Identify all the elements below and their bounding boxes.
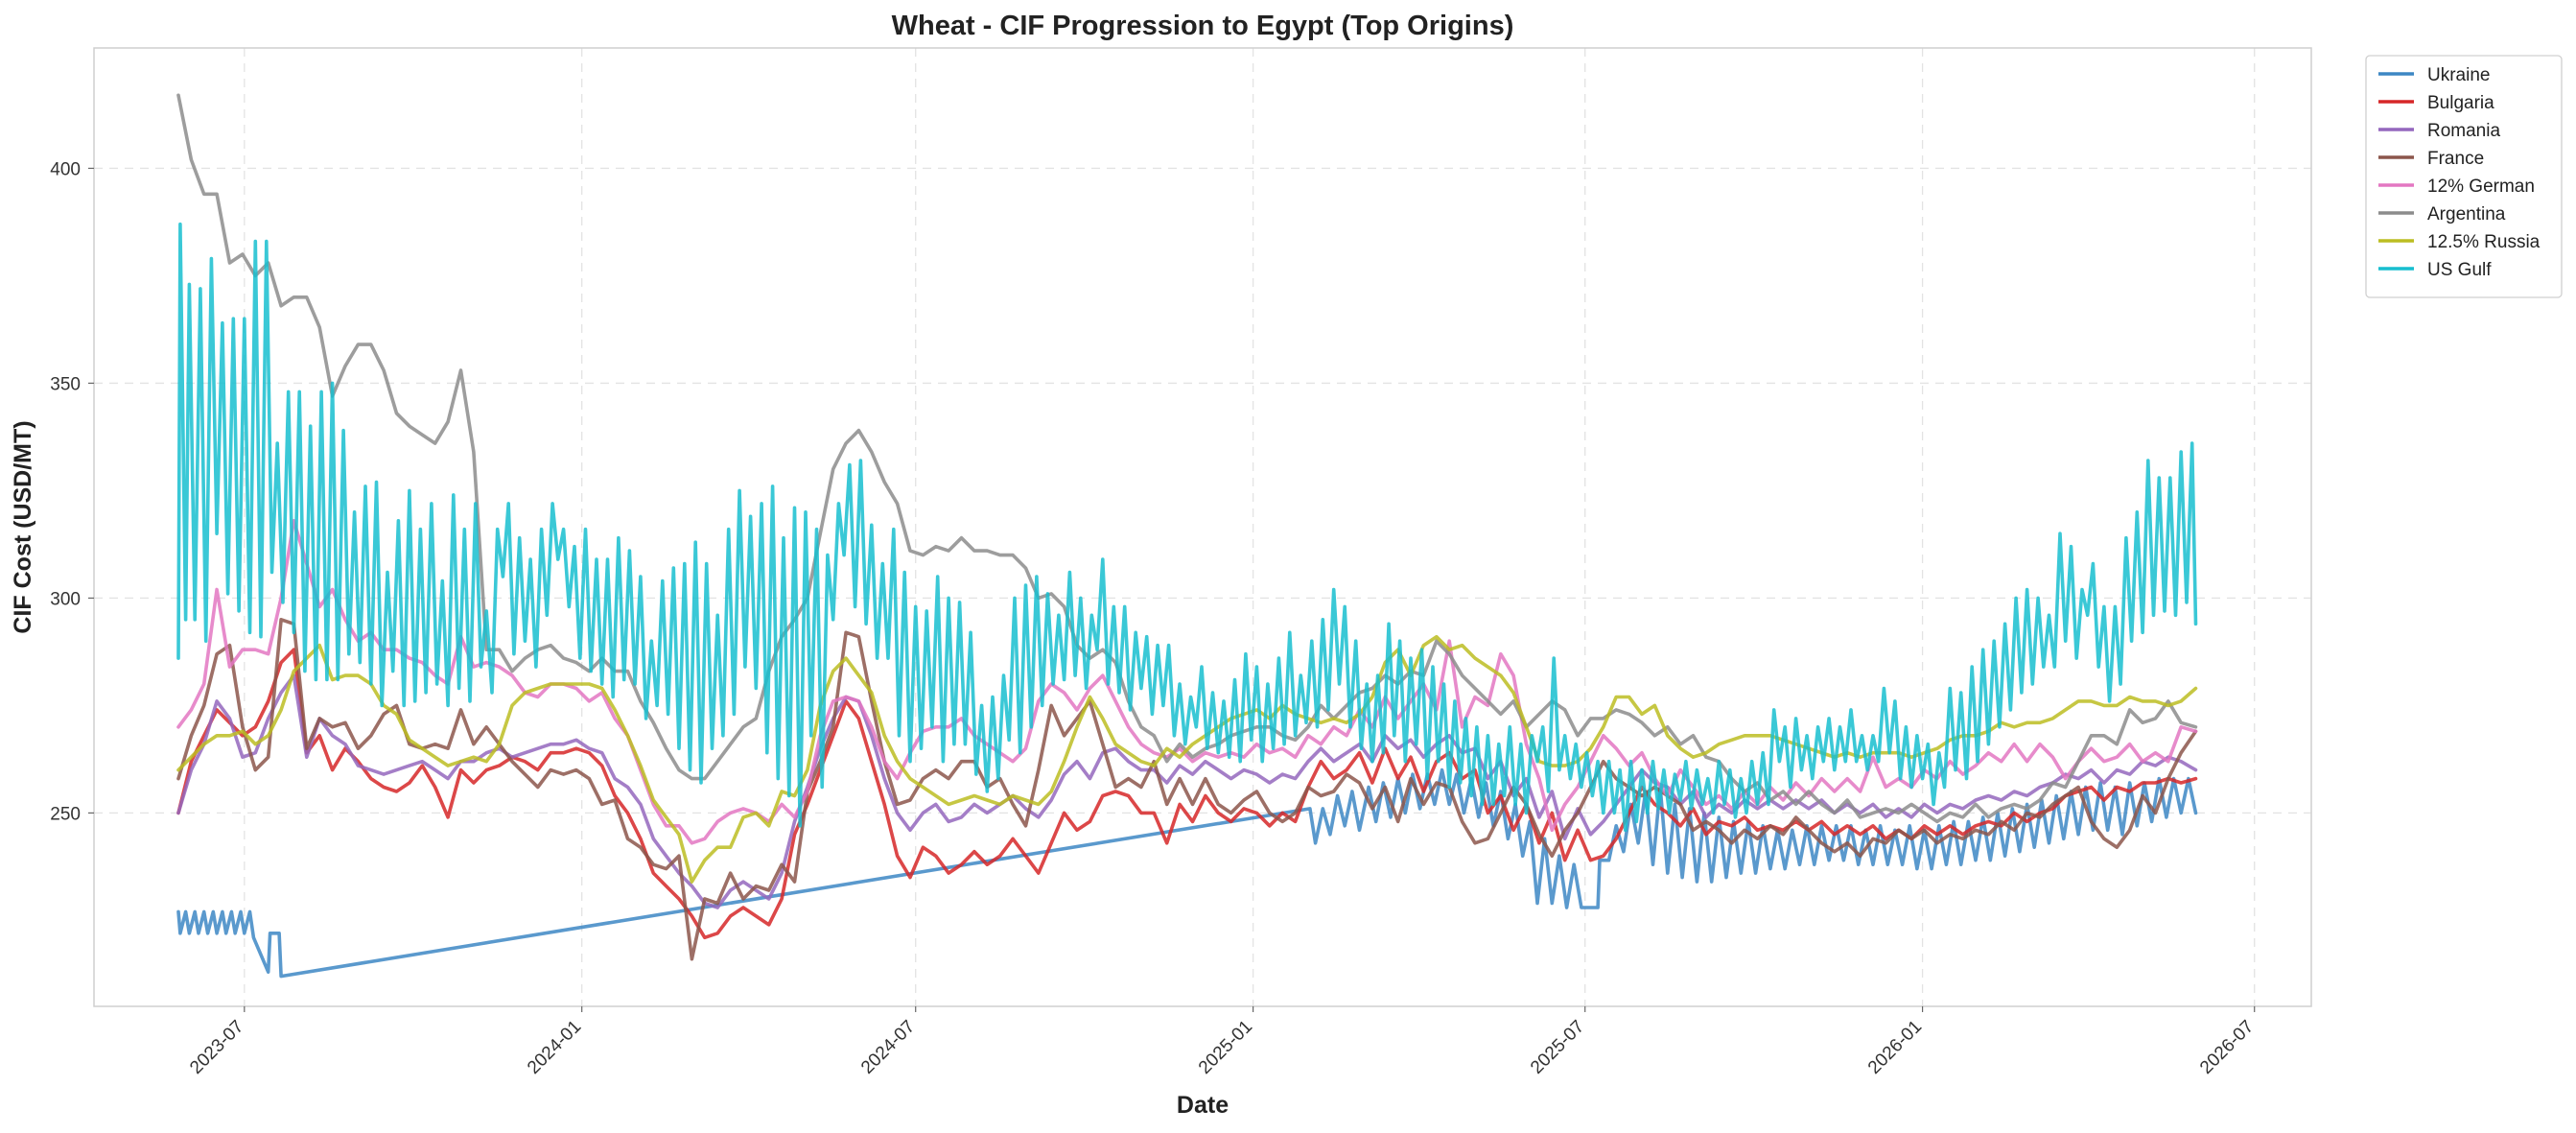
- legend: Ukraine Bulgaria Romania France 12% German Ar…: [2365, 55, 2563, 298]
- y-axis-ticks: 250 300 350 400: [50, 159, 94, 824]
- plot-frame: [93, 47, 2312, 1007]
- y-tick-label: 300: [50, 589, 81, 609]
- chart-title: Wheat - CIF Progression to Egypt (Top Or…: [892, 11, 1514, 41]
- legend-box: [2365, 55, 2563, 298]
- y-axis-label: CIF Cost (USD/MT): [10, 420, 36, 633]
- grid: [94, 48, 2311, 1006]
- legend-label: Ukraine: [2427, 65, 2490, 85]
- y-tick-label: 350: [50, 374, 81, 394]
- legend-label: 12% German: [2427, 177, 2535, 197]
- legend-label: France: [2427, 149, 2484, 169]
- series-line-france: [176, 618, 2198, 961]
- series-lines: [176, 93, 2198, 979]
- series-line-12-german: [176, 519, 2198, 845]
- y-tick-label: 250: [50, 804, 81, 824]
- legend-label: Romania: [2427, 121, 2500, 141]
- x-axis-label: Date: [1177, 1092, 1229, 1119]
- series-line-us-gulf: [176, 222, 2198, 833]
- y-tick-label: 400: [50, 159, 81, 179]
- legend-label: 12.5% Russia: [2427, 232, 2541, 252]
- series-line-ukraine: [176, 767, 2198, 979]
- legend-label: US Gulf: [2427, 260, 2492, 280]
- series-line-romania: [176, 673, 2198, 909]
- legend-label: Argentina: [2427, 204, 2506, 224]
- legend-label: Bulgaria: [2427, 93, 2494, 113]
- legend-items: Ukraine Bulgaria Romania France 12% German Ar…: [2378, 65, 2541, 280]
